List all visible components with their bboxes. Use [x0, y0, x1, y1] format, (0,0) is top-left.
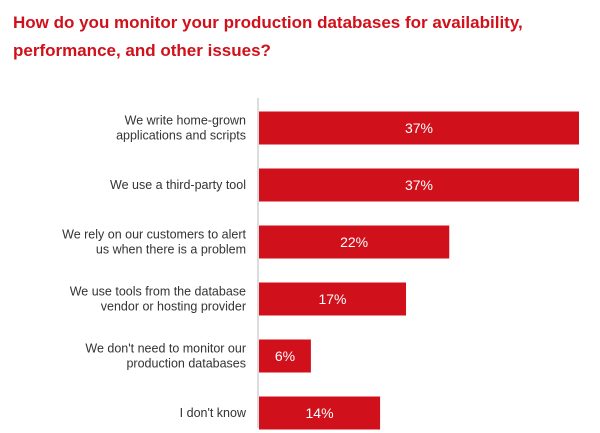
- category-label-line: production databases: [126, 357, 246, 371]
- bar-value-label-0: 37%: [405, 120, 433, 136]
- category-label-0: We write home-grown applications and scri…: [116, 114, 246, 143]
- chart-title: How do you monitor your production datab…: [13, 13, 523, 60]
- category-label-line: We use a third-party tool: [110, 178, 246, 192]
- category-label-line: We don't need to monitor our: [85, 342, 246, 356]
- bar-0: [259, 111, 579, 145]
- bar-2: [259, 225, 450, 259]
- category-label-4: We don't need to monitor our production d…: [85, 342, 246, 371]
- category-label-line: I don't know: [180, 406, 247, 420]
- category-label-line: applications and scripts: [116, 129, 246, 143]
- category-label-line: We write home-grown: [125, 114, 246, 128]
- category-label-line: vendor or hosting provider: [101, 300, 246, 314]
- bar-3: [259, 282, 407, 316]
- category-label-line: us when there is a problem: [96, 243, 246, 257]
- bar-4: [259, 339, 311, 373]
- bar-value-label-2: 22%: [340, 234, 368, 250]
- bar-value-label-5: 14%: [306, 405, 334, 421]
- category-label-1: We use a third-party tool: [110, 178, 246, 192]
- category-label-3: We use tools from the database vendor or …: [70, 285, 246, 314]
- bar-5: [259, 396, 381, 430]
- category-label-line: We rely on our customers to alert: [62, 228, 246, 242]
- bars-layer: 37% 37% 22% 17% 6% 14%: [259, 111, 579, 430]
- bar-value-label-4: 6%: [275, 348, 295, 364]
- category-label-line: We use tools from the database: [70, 285, 246, 299]
- category-label-2: We rely on our customers to alert us when…: [62, 228, 246, 257]
- bar-value-label-3: 17%: [318, 291, 346, 307]
- bar-1: [259, 168, 579, 202]
- category-labels: We write home-grown applications and scri…: [62, 114, 247, 421]
- bar-value-label-1: 37%: [405, 177, 433, 193]
- category-label-5: I don't know: [180, 406, 247, 420]
